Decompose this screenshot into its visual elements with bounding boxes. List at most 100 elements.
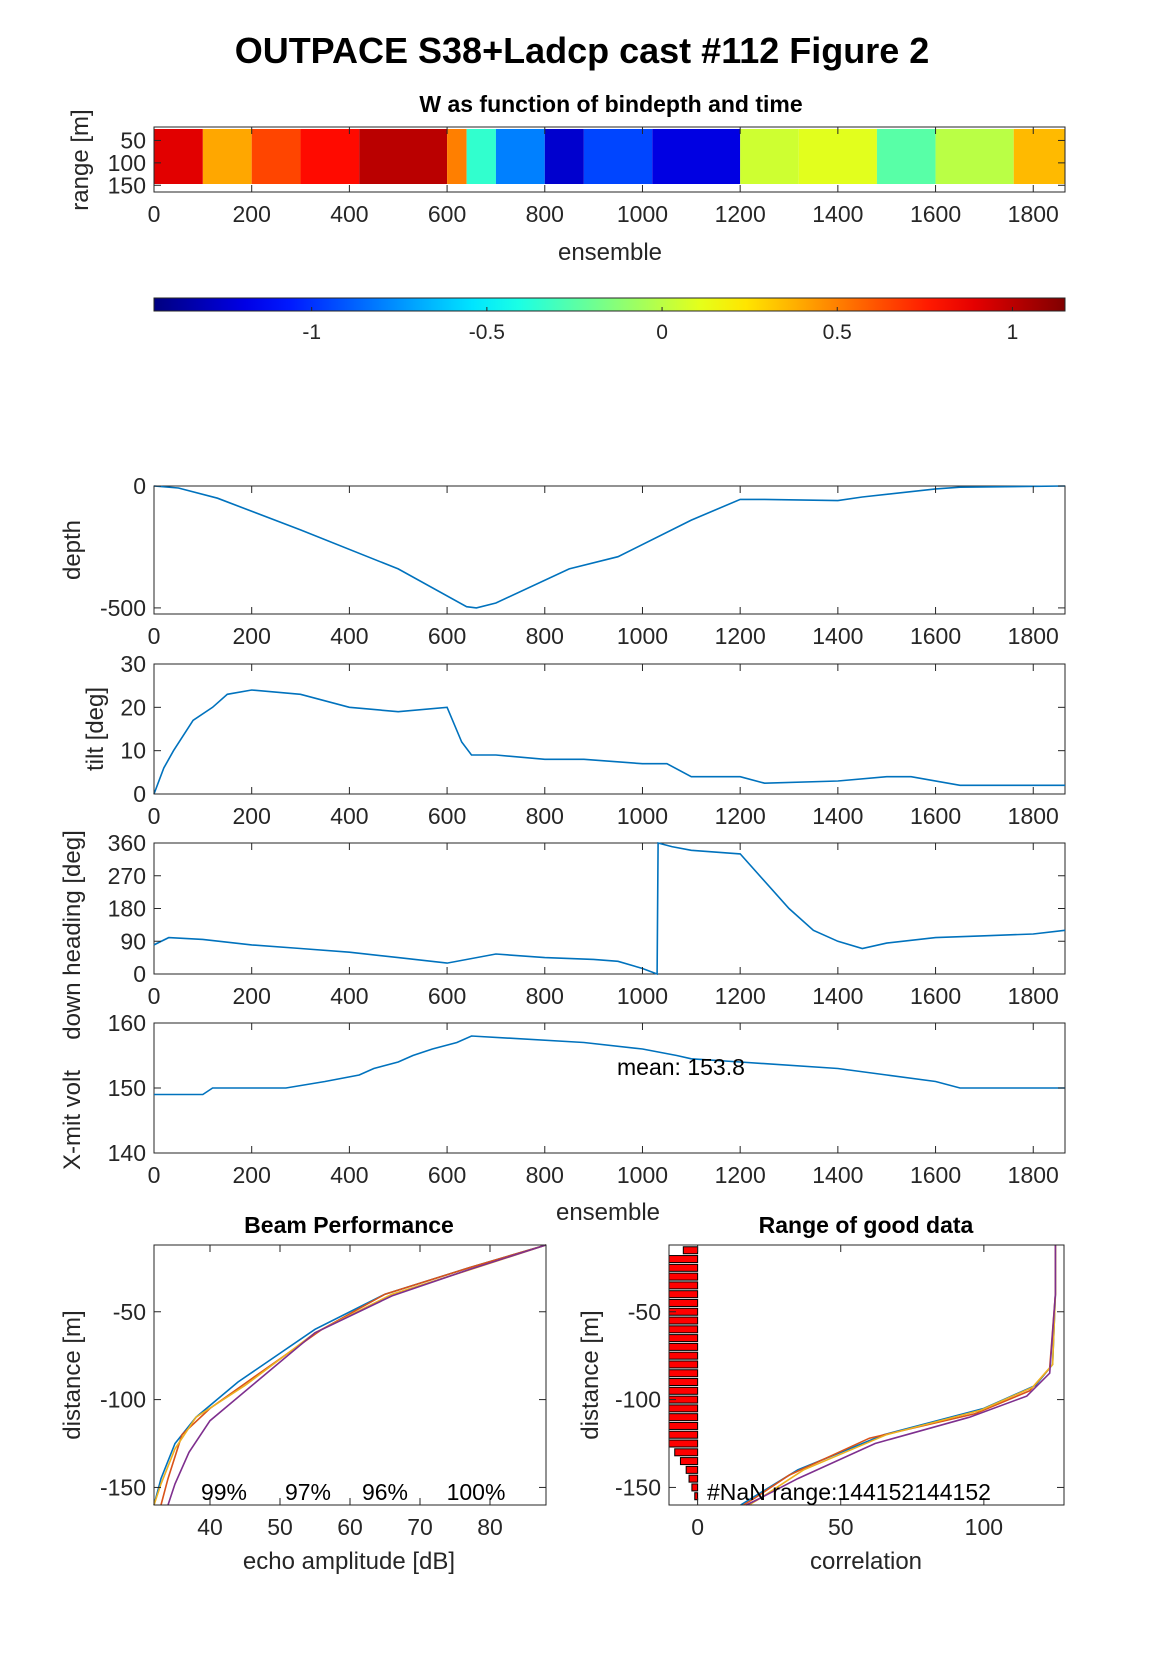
tilt-xtick-label: 200 xyxy=(233,803,271,829)
colorbar-tick-label: -0.5 xyxy=(469,321,505,344)
w-heatmap-ytick-label: 50 xyxy=(120,127,146,153)
xmit-xtick-label: 1000 xyxy=(617,1162,668,1188)
tilt-xtick-label: 1200 xyxy=(715,803,766,829)
heading-frame xyxy=(153,842,1066,975)
w-heatmap-ytick-label: 100 xyxy=(108,150,146,176)
tilt-x-ticks: 0 200 400 600 800 1000 1200 1400 1600 1800 xyxy=(148,664,1059,829)
range-bar xyxy=(668,1334,699,1343)
tilt-ytick-label: 10 xyxy=(120,738,146,764)
range-annotation: #NaN range:144152144152 xyxy=(707,1479,991,1505)
depth-ylabel: depth xyxy=(59,520,86,580)
range-bar xyxy=(688,1474,699,1483)
range-xtick-label: 0 xyxy=(691,1514,704,1540)
heading-xtick-label: 200 xyxy=(233,983,271,1009)
depth-xtick-label: 800 xyxy=(526,623,564,649)
heading-line xyxy=(153,841,1066,976)
w-heatmap-ylabel: range [m] xyxy=(67,109,94,210)
w-heatmap-segment xyxy=(798,129,877,184)
xmit-ytick-label: 160 xyxy=(108,1010,146,1036)
colorbar-gradient xyxy=(153,297,1066,312)
xmit-panel: 0 200 400 600 800 1000 1200 1400 1600 1800 140 150… xyxy=(59,1010,1066,1226)
depth-xtick-label: 1400 xyxy=(812,623,863,649)
depth-xtick-label: 1000 xyxy=(617,623,668,649)
depth-xtick-label: 0 xyxy=(148,623,161,649)
beam-series-1 xyxy=(160,1244,547,1506)
depth-ytick-label: 0 xyxy=(133,473,146,499)
w-heatmap-xtick-label: 1800 xyxy=(1008,201,1059,227)
range-bar xyxy=(674,1448,699,1457)
beam-percent-labels: 99% 97% 96% 100% xyxy=(201,1479,505,1505)
xmit-x-ticks: 0 200 400 600 800 1000 1200 1400 1600 1800 xyxy=(148,1023,1059,1188)
w-heatmap-segment xyxy=(495,129,545,184)
w-heatmap-cells xyxy=(154,129,1065,184)
range-bars xyxy=(668,1246,699,1501)
beam-lines xyxy=(153,1244,547,1506)
depth-line xyxy=(153,485,1066,609)
depth-frame xyxy=(153,485,1066,615)
xmit-ytick-label: 140 xyxy=(108,1140,146,1166)
xmit-xtick-label: 0 xyxy=(148,1162,161,1188)
heading-y-ticks: 0 90 180 270 360 xyxy=(108,830,1065,987)
w-heatmap-segment xyxy=(359,129,448,184)
depth-ytick-label: -500 xyxy=(100,595,146,621)
beam-xtick-label: 40 xyxy=(197,1514,223,1540)
range-bar xyxy=(668,1290,699,1299)
heading-xtick-label: 0 xyxy=(148,983,161,1009)
range-bar xyxy=(668,1430,699,1439)
range-bar xyxy=(668,1439,699,1448)
range-good-data-panel: Range of good data 0 50 100 -50 -100 -150 #N… xyxy=(577,1212,1065,1575)
depth-y-ticks: 0 -500 xyxy=(100,473,1065,621)
figure-title: OUTPACE S38+Ladcp cast #112 Figure 2 xyxy=(235,30,930,71)
beam-performance-panel: Beam Performance 40 50 60 70 80 -50-100-150 … xyxy=(59,1212,547,1575)
tilt-xtick-label: 1000 xyxy=(617,803,668,829)
tilt-xtick-label: 1600 xyxy=(910,803,961,829)
range-bar xyxy=(682,1246,699,1255)
range-bar xyxy=(668,1404,699,1413)
tilt-xtick-label: 1800 xyxy=(1008,803,1059,829)
w-heatmap-panel: W as function of bindepth and time 0 200 4… xyxy=(67,91,1066,344)
range-bar xyxy=(679,1457,699,1466)
xmit-series-0 xyxy=(154,1035,1065,1096)
colorbar-tick-label: -1 xyxy=(302,321,321,344)
heading-x-ticks: 0 200 400 600 800 1000 1200 1400 1600 1800 xyxy=(148,843,1059,1009)
xmit-xtick-label: 1400 xyxy=(812,1162,863,1188)
beam-series-3 xyxy=(167,1244,547,1506)
tilt-xtick-label: 800 xyxy=(526,803,564,829)
heading-xtick-label: 400 xyxy=(330,983,368,1009)
beam-ytick-label: -150 xyxy=(100,1474,146,1500)
w-heatmap-segment xyxy=(447,129,467,184)
beam-series-2 xyxy=(153,1244,547,1506)
xmit-xtick-label: 200 xyxy=(233,1162,271,1188)
w-heatmap-xtick-label: 1000 xyxy=(617,201,668,227)
tilt-xtick-label: 600 xyxy=(428,803,466,829)
heading-ytick-label: 180 xyxy=(108,896,146,922)
range-bar xyxy=(668,1325,699,1334)
range-bar xyxy=(668,1281,699,1290)
xmit-xtick-label: 800 xyxy=(526,1162,564,1188)
heading-xtick-label: 600 xyxy=(428,983,466,1009)
tilt-y-ticks: 0 10 20 30 xyxy=(120,651,1065,807)
range-bar xyxy=(668,1369,699,1378)
beam-title: Beam Performance xyxy=(244,1212,454,1238)
range-ytick-label: -150 xyxy=(615,1474,661,1500)
beam-xtick-label: 80 xyxy=(477,1514,503,1540)
w-heatmap-title: W as function of bindepth and time xyxy=(419,91,802,117)
tilt-ytick-label: 20 xyxy=(120,694,146,720)
heading-xtick-label: 1800 xyxy=(1008,983,1059,1009)
range-lines xyxy=(740,1245,1057,1506)
w-heatmap-xtick-label: 400 xyxy=(330,201,368,227)
range-series-0 xyxy=(740,1245,1057,1506)
tilt-line xyxy=(153,689,1065,795)
heading-xtick-label: 1400 xyxy=(812,983,863,1009)
range-y-ticks: -50 -100 -150 xyxy=(615,1299,1064,1500)
range-bar xyxy=(668,1351,699,1360)
xmit-ytick-label: 150 xyxy=(108,1075,146,1101)
range-xtick-label: 50 xyxy=(828,1514,854,1540)
beam-frame xyxy=(153,1244,547,1506)
w-heatmap-segment xyxy=(466,129,496,184)
w-heatmap-segment xyxy=(1013,129,1065,184)
range-bar xyxy=(668,1378,699,1387)
beam-xtick-label: 50 xyxy=(267,1514,293,1540)
